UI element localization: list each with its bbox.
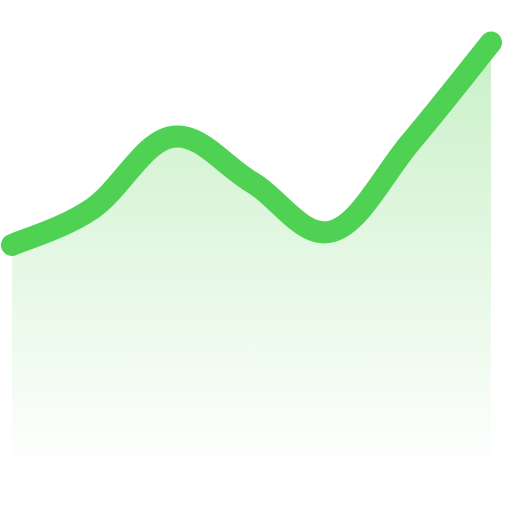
- data-point: [480, 32, 502, 54]
- data-point: [161, 126, 183, 148]
- data-point: [241, 171, 263, 193]
- data-point: [1, 234, 23, 256]
- plot-area: [1, 31, 502, 470]
- data-point: [320, 221, 342, 243]
- area-fill: [12, 42, 491, 470]
- data-point: [400, 131, 422, 153]
- data-point: [81, 198, 103, 220]
- series-line: [1, 31, 502, 256]
